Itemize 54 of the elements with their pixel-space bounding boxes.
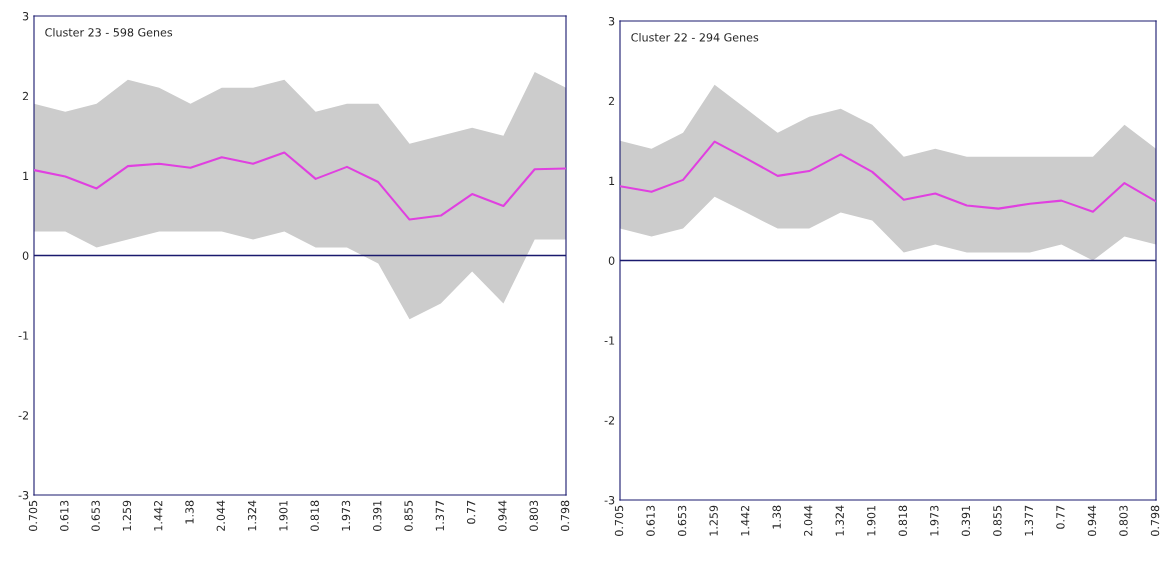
y-tick-label: 3 xyxy=(608,16,615,26)
x-tick-label: 0.798 xyxy=(1150,505,1160,536)
x-tick-label: 1.259 xyxy=(709,505,718,536)
text: Cluster 22 - 294 Genes xyxy=(631,32,759,42)
x-tick-label: 0.653 xyxy=(91,500,100,531)
text: Cluster 23 - 598 Genes xyxy=(45,27,173,37)
x-tick-label: 0.803 xyxy=(1119,505,1128,536)
x-tick-label: 1.442 xyxy=(154,500,163,531)
x-tick-label: 1.38 xyxy=(772,505,781,529)
y-tick-label: 0 xyxy=(608,256,615,265)
x-tick-label: 1.442 xyxy=(740,505,750,536)
x-tick-label: 1.324 xyxy=(247,500,257,531)
x-tick-label: 0.391 xyxy=(961,505,971,536)
x-tick-label: 1.973 xyxy=(930,505,939,536)
x-tick-label: 1.901 xyxy=(279,500,288,531)
x-tick-label: 0.944 xyxy=(498,500,507,531)
x-tick-label: 0.855 xyxy=(993,505,1002,536)
x-tick-label: 1.901 xyxy=(867,505,876,536)
x-tick-label: 0.391 xyxy=(373,500,382,531)
x-tick-label: 0.705 xyxy=(614,505,624,536)
y-tick-label: 2 xyxy=(608,96,615,106)
x-tick-label: 2.044 xyxy=(804,505,813,536)
x-tick-label: 0.855 xyxy=(404,500,413,531)
y-tick-label: -3 xyxy=(18,490,29,500)
y-tick-label: -1 xyxy=(604,336,615,345)
x-tick-label: 0.818 xyxy=(898,505,907,536)
x-tick-label: 0.653 xyxy=(677,505,687,536)
y-tick-label: 1 xyxy=(23,171,29,180)
x-tick-label: 0.613 xyxy=(646,505,655,536)
x-tick-label: 0.77 xyxy=(1056,505,1065,529)
x-tick-label: 0.803 xyxy=(529,500,538,531)
x-tick-label: 1.259 xyxy=(122,500,132,531)
x-tick-label: 1.973 xyxy=(341,500,351,531)
y-tick-label: -3 xyxy=(604,495,615,505)
line-series xyxy=(620,140,1156,213)
x-tick-label: 1.38 xyxy=(185,500,194,524)
x-tick-label: 0.613 xyxy=(60,500,69,531)
y-tick-label: 2 xyxy=(22,91,29,101)
x-tick-label: 0.944 xyxy=(1087,505,1097,536)
y-tick-label: -2 xyxy=(18,411,29,420)
x-tick-label: 2.044 xyxy=(216,500,225,531)
x-tick-label: 0.77 xyxy=(466,500,476,524)
y-tick-label: -1 xyxy=(18,331,29,340)
y-tick-label: 3 xyxy=(22,11,29,21)
y-tick-label: -2 xyxy=(604,416,615,425)
y-tick-label: 1 xyxy=(609,176,615,185)
y-tick-label: 0 xyxy=(22,251,29,260)
x-tick-label: 0.798 xyxy=(560,500,570,531)
x-tick-label: 0.705 xyxy=(28,500,38,531)
x-tick-label: 1.377 xyxy=(435,500,445,531)
line-series xyxy=(34,151,566,221)
x-tick-label: 1.377 xyxy=(1024,505,1034,536)
x-tick-label: 1.324 xyxy=(835,505,844,536)
x-tick-label: 0.818 xyxy=(310,500,319,531)
